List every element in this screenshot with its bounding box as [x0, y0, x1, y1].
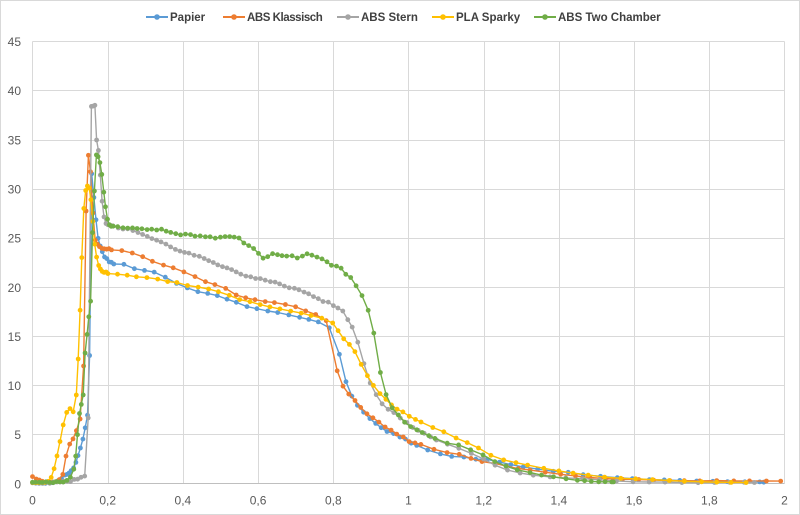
svg-text:ABS Stern: ABS Stern	[361, 12, 418, 24]
svg-text:ABS Klassisch: ABS Klassisch	[247, 12, 323, 24]
svg-text:2: 2	[781, 493, 788, 507]
svg-text:20: 20	[8, 281, 22, 295]
svg-text:1: 1	[405, 493, 412, 507]
svg-text:25: 25	[8, 232, 22, 246]
svg-text:10: 10	[8, 379, 22, 393]
svg-text:1,4: 1,4	[551, 493, 568, 507]
svg-text:0: 0	[29, 493, 36, 507]
svg-text:ABS Two Chamber: ABS Two Chamber	[558, 12, 661, 24]
svg-text:45: 45	[8, 35, 22, 49]
svg-text:1,2: 1,2	[475, 493, 492, 507]
svg-text:30: 30	[8, 183, 22, 197]
svg-text:1,6: 1,6	[626, 493, 643, 507]
svg-text:0,6: 0,6	[250, 493, 267, 507]
svg-text:0,4: 0,4	[175, 493, 192, 507]
svg-text:0,8: 0,8	[325, 493, 342, 507]
svg-text:0,2: 0,2	[99, 493, 116, 507]
svg-text:15: 15	[8, 330, 22, 344]
svg-text:PLA Sparky: PLA Sparky	[456, 12, 521, 24]
svg-text:1,8: 1,8	[701, 493, 718, 507]
svg-text:40: 40	[8, 84, 22, 98]
svg-text:35: 35	[8, 133, 22, 147]
svg-text:0: 0	[14, 477, 21, 491]
svg-text:5: 5	[14, 428, 21, 442]
svg-text:Papier: Papier	[170, 12, 206, 24]
